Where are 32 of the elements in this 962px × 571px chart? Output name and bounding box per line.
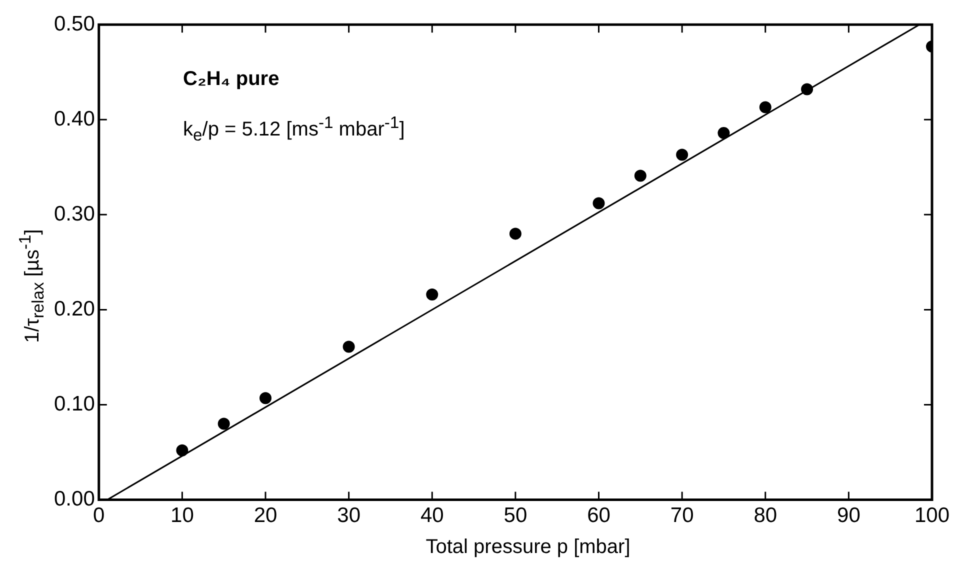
x-tick-label: 0: [93, 504, 105, 528]
point: [592, 197, 605, 210]
point: [509, 228, 522, 240]
x-tick-label: 20: [254, 504, 278, 528]
x-axis-title: Total pressure p [mbar]: [426, 536, 630, 559]
point: [801, 83, 814, 96]
x-tick-label: 10: [170, 504, 194, 528]
annotation: C₂H₄ pure: [183, 68, 280, 91]
point: [634, 170, 646, 182]
x-tick-label: 50: [504, 504, 528, 528]
point: [176, 444, 188, 456]
y-tick-label: 0.10: [54, 392, 95, 416]
x-tick-label: 70: [670, 504, 694, 528]
y-tick-label: 0.20: [54, 298, 95, 321]
annotation: k$_{e}$/p = 5.12 [ms$^{-1}$ mbar$^{-1}$]: [183, 113, 405, 146]
y-tick-label: 0.30: [54, 202, 95, 226]
x-tick-label: 30: [337, 504, 360, 528]
point: [426, 288, 438, 301]
point: [676, 148, 688, 161]
y-tick-label: 0.50: [54, 12, 95, 36]
y-tick-label: 0.00: [54, 488, 95, 511]
x-tick-label: 100: [914, 504, 950, 528]
point: [759, 101, 772, 114]
x-tick-label: 80: [754, 504, 778, 528]
x-tick-label: 40: [420, 504, 444, 528]
x-tick-label: 90: [837, 504, 860, 528]
y-tick-label: 0.40: [54, 107, 95, 130]
x-tick-label: 60: [587, 504, 610, 528]
point: [718, 126, 730, 139]
point: [342, 340, 355, 353]
point: [218, 418, 230, 430]
point: [260, 392, 272, 404]
